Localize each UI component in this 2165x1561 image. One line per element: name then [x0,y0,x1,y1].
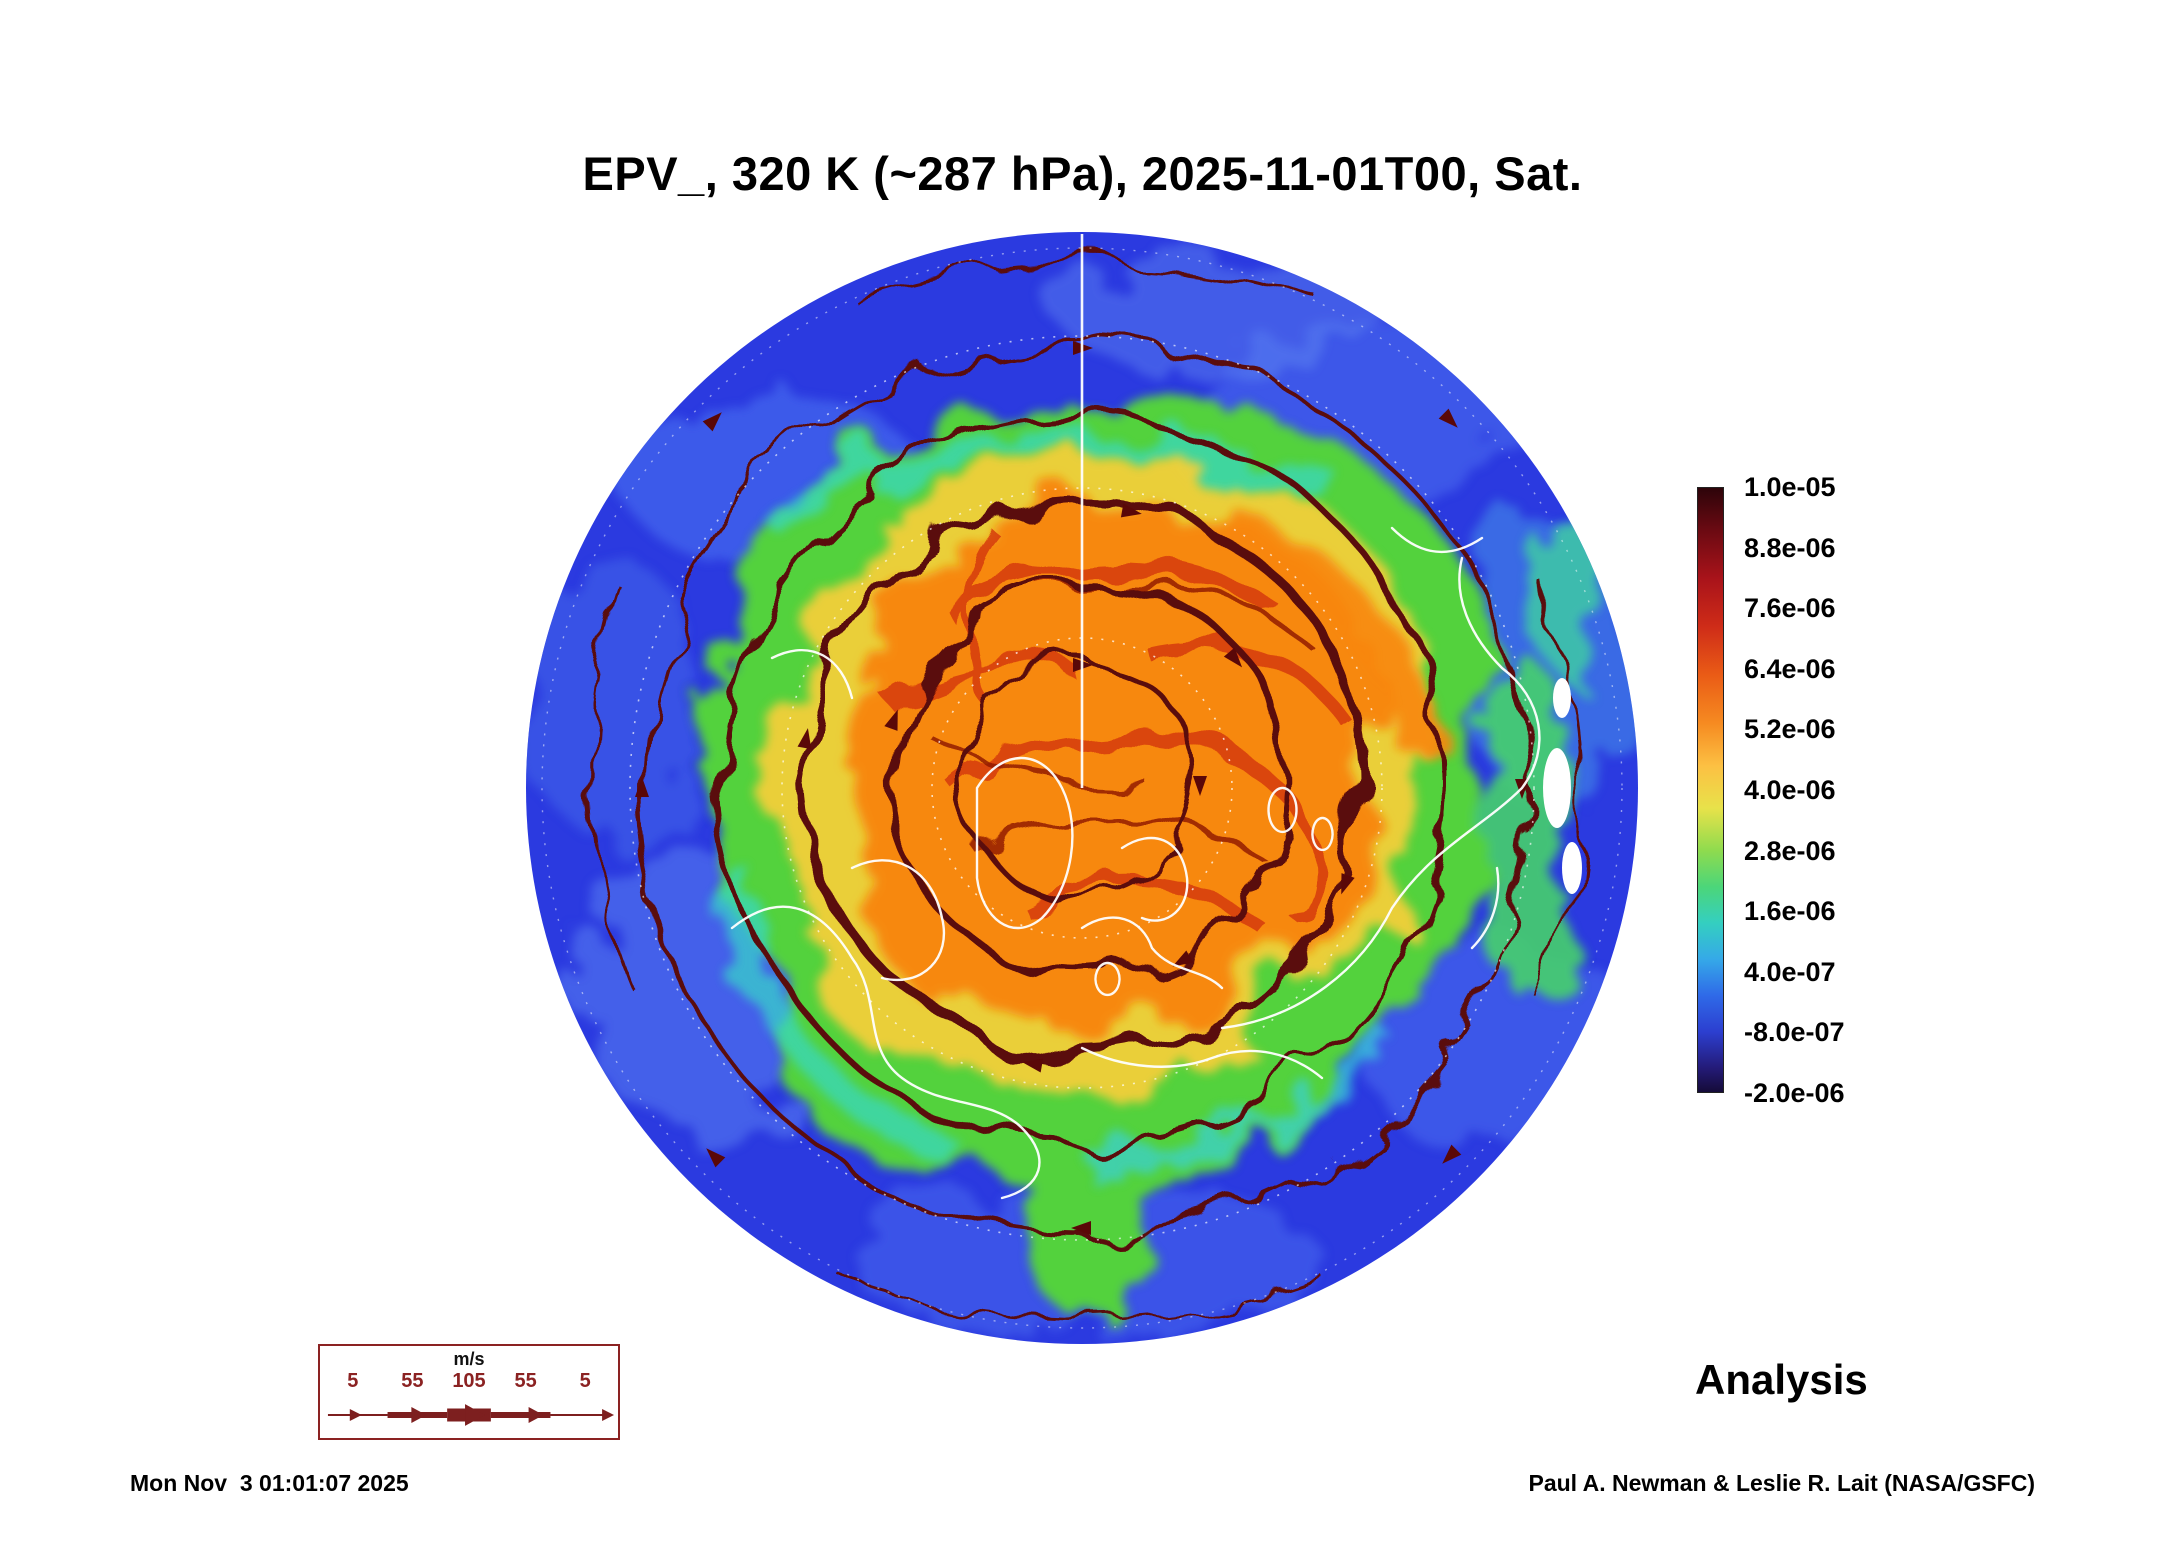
wind-legend-unit: m/s [453,1349,485,1369]
colorbar-tick-label: -8.0e-07 [1744,1017,1845,1048]
wind-legend-tick: 55 [514,1370,537,1392]
colorbar-tick-label: 1.0e-05 [1744,472,1836,502]
colorbar-tick-label: 4.0e-06 [1744,774,1836,805]
polar-map-container [522,228,1642,1348]
ice-patches [1543,678,1582,894]
colorbar-tick-label: 4.0e-07 [1744,956,1836,987]
colorbar-tick-label: 7.6e-06 [1744,593,1836,624]
timestamp: Mon Nov 3 01:01:07 2025 [130,1470,409,1496]
credit: Paul A. Newman & Leslie R. Lait (NASA/GS… [1528,1470,2035,1496]
colorbar-tick-label: 8.8e-06 [1744,532,1836,563]
colorbar-tick-label: 6.4e-06 [1744,653,1836,684]
analysis-label: Analysis [1695,1356,1868,1403]
wind-speed-arrow-icon [327,1404,615,1426]
wind-legend-ticks: 5 55 105 55 5 [320,1370,618,1394]
chart-title: EPV_, 320 K (~287 hPa), 2025-11-01T00, S… [582,147,1583,200]
wind-speed-legend: m/s 5 55 105 55 5 [318,1344,620,1440]
wind-legend-tick: 5 [347,1370,359,1392]
colorbar-tick-label: 5.2e-06 [1744,714,1836,745]
wind-legend-tick: 55 [401,1370,424,1392]
colorbar-labels: 1.0e-05 8.8e-06 7.6e-06 6.4e-06 5.2e-06 … [1744,473,1845,1107]
polar-epv-globe [526,232,1638,1344]
wind-legend-tick: 5 [579,1370,591,1392]
colorbar-tick-label: 1.6e-06 [1744,896,1836,927]
colorbar-tick-label: -2.0e-06 [1744,1077,1845,1108]
epv-colorbar [1697,487,1724,1093]
coastlines [730,526,1541,1200]
colorbar-tick-label: 2.8e-06 [1744,835,1836,866]
graticule [541,234,1623,1329]
wind-legend-tick: 105 [452,1370,486,1392]
